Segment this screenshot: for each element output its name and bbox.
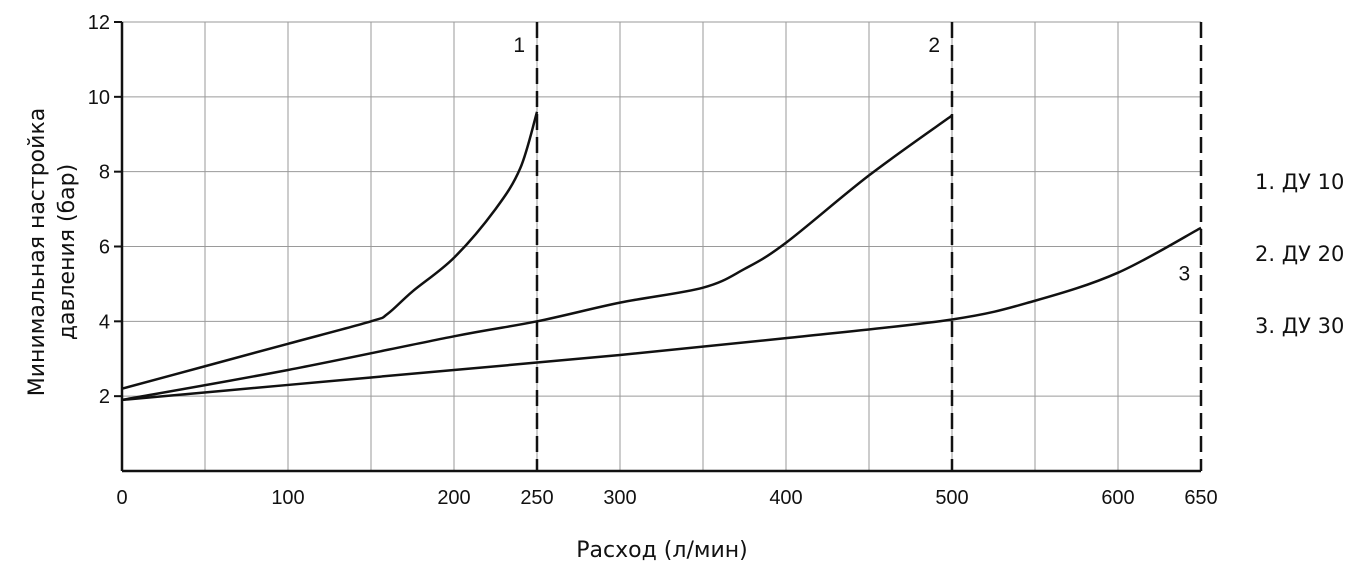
x-tick-label: 500 bbox=[935, 487, 968, 509]
axes bbox=[114, 21, 1201, 473]
y-tick-label: 4 bbox=[99, 311, 110, 333]
y-tick-label: 10 bbox=[88, 87, 110, 109]
legend: 1. ДУ 10 2. ДУ 20 3. ДУ 30 bbox=[1255, 170, 1361, 386]
grid bbox=[122, 21, 1201, 471]
x-tick-label: 100 bbox=[271, 487, 304, 509]
legend-item-2: 2. ДУ 20 bbox=[1255, 242, 1345, 266]
legend-item-3: 3. ДУ 30 bbox=[1255, 314, 1345, 338]
x-tick-label: 0 bbox=[116, 487, 127, 509]
y-tick-label: 2 bbox=[99, 386, 110, 408]
y-axis-label: Минимальная настройка давления (бар) bbox=[25, 108, 80, 396]
x-tick-label: 650 bbox=[1184, 487, 1217, 509]
y-axis-label-line-2: давления (бар) bbox=[55, 164, 80, 340]
x-tick-label: 400 bbox=[769, 487, 802, 509]
legend-item-1: 1. ДУ 10 bbox=[1255, 170, 1345, 194]
series-line-1 bbox=[121, 111, 539, 390]
series-lines bbox=[121, 111, 1202, 402]
curve-label: 3 bbox=[1179, 262, 1191, 285]
y-tick-label: 12 bbox=[88, 12, 110, 34]
x-tick-label: 600 bbox=[1101, 487, 1134, 509]
series-line-3 bbox=[121, 226, 1202, 402]
y-tick-label: 6 bbox=[99, 237, 110, 259]
y-axis-label-line-1: Минимальная настройка bbox=[25, 108, 50, 396]
x-axis-label: Расход (л/мин) bbox=[576, 538, 747, 563]
series-line-2 bbox=[121, 114, 953, 402]
reference-lines bbox=[535, 22, 1203, 471]
x-tick-label: 250 bbox=[520, 487, 553, 509]
y-tick-label: 8 bbox=[99, 162, 110, 184]
reference-line-label: 1 bbox=[513, 34, 525, 57]
x-tick-label: 300 bbox=[603, 487, 636, 509]
reference-line-label: 2 bbox=[928, 34, 940, 57]
x-tick-label: 200 bbox=[437, 487, 470, 509]
line-labels: 1 2 3 bbox=[513, 34, 1190, 285]
